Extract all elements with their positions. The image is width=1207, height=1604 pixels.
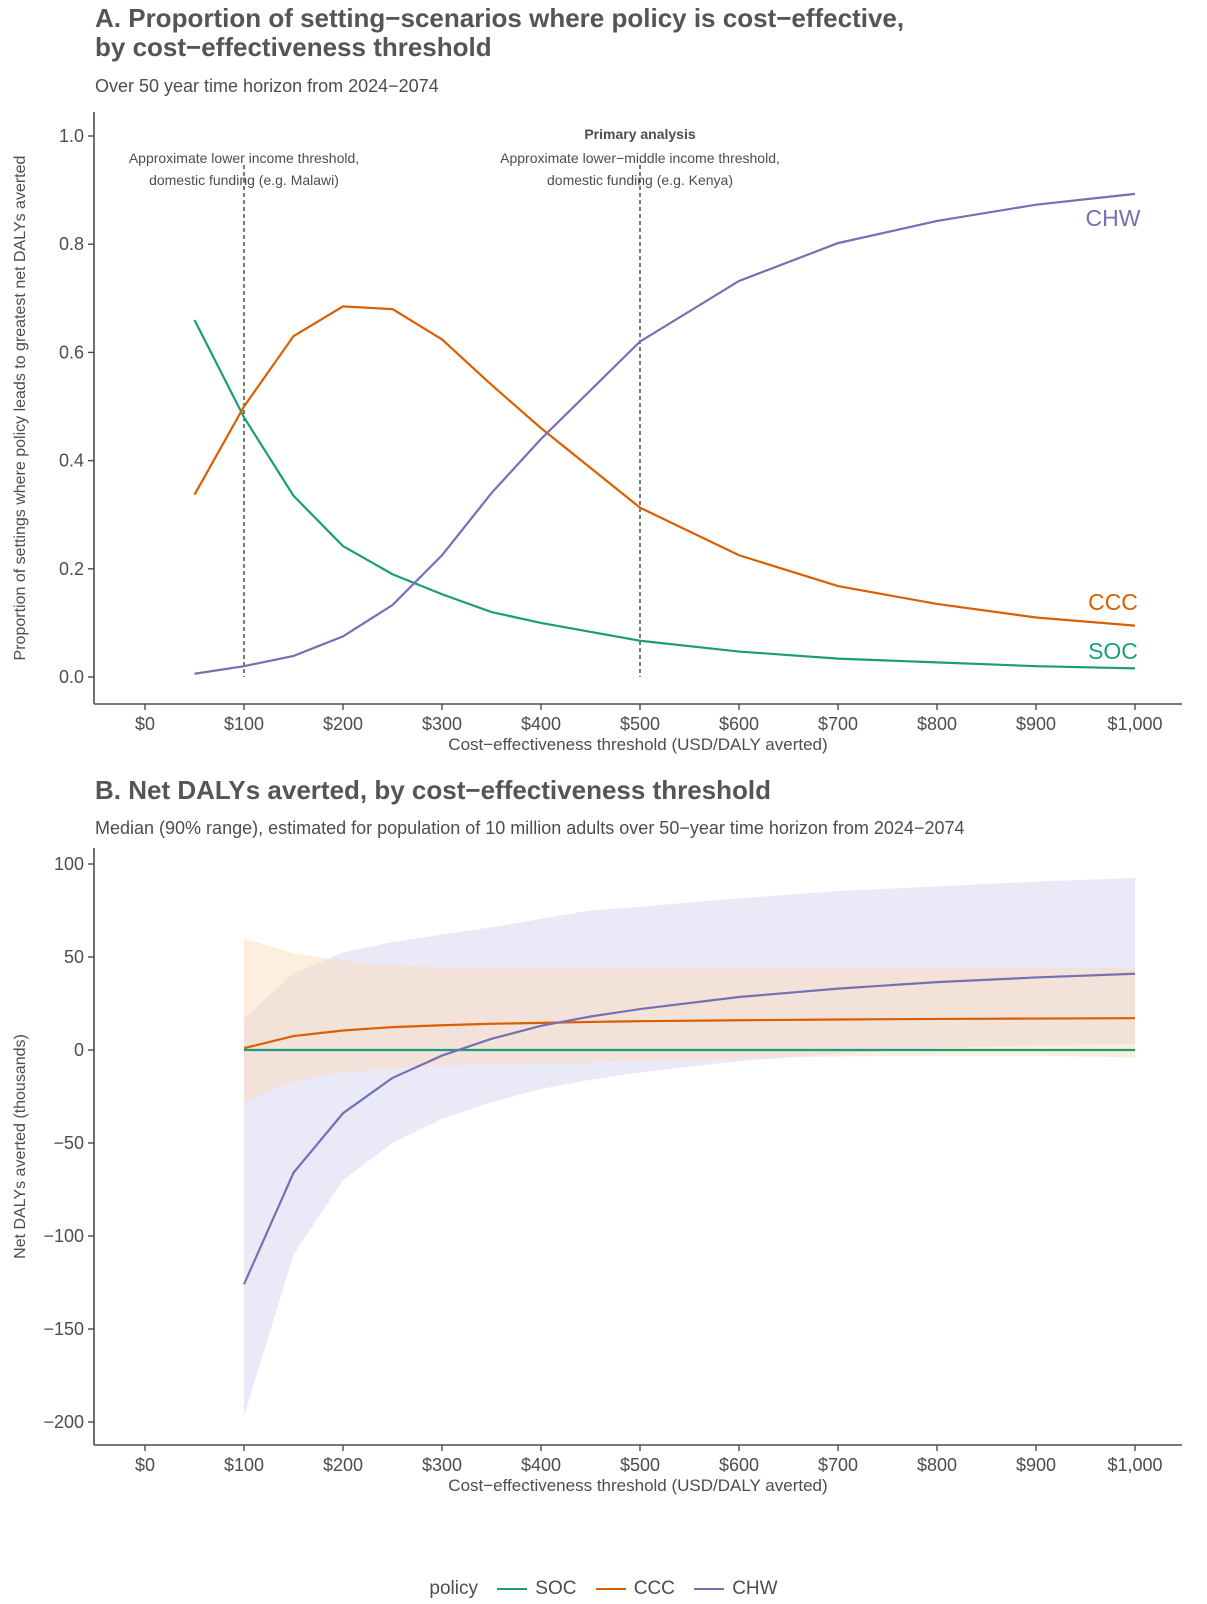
panel-b-title: B. Net DALYs averted, by cost−effectiven… <box>95 775 771 805</box>
panel-a-plot: 0.0 0.2 0.4 0.6 0.8 1.0 $0 $100 $200 $300 $400 $500… <box>12 112 1182 754</box>
panel-b-x-tick-label: $300 <box>422 1455 462 1475</box>
panel-a-y-axis-title: Proportion of settings where policy lead… <box>12 156 29 661</box>
panel-b-x-axis-title: Cost−effectiveness threshold (USD/DALY a… <box>448 1476 827 1495</box>
median-line-ccc <box>243 1017 1136 1050</box>
legend-label-soc: SOC <box>535 1578 577 1599</box>
panel-b-plot: −200 −150 −100 −50 0 50 100 $0 $100 $200 $300 $400 $… <box>12 848 1182 1495</box>
threshold-heading: Primary analysis <box>584 126 696 142</box>
panel-a-y-tick-label: 0.4 <box>59 451 84 471</box>
panel-a-x-tick-label: $700 <box>818 714 858 734</box>
panel-a-x-tick-label: $400 <box>521 714 561 734</box>
panel-b-y-axis-title: Net DALYs averted (thousands) <box>12 1034 29 1259</box>
panel-a-y-tick-label: 0.2 <box>59 559 84 579</box>
panel-b-x-tick-label: $800 <box>917 1455 957 1475</box>
panel-b-x-tick-label: $200 <box>323 1455 363 1475</box>
panel-b-y-tick-label: 0 <box>74 1040 84 1060</box>
panel-b-y-tick-label: −50 <box>53 1133 84 1153</box>
panel-a-x-tick-label: $800 <box>917 714 957 734</box>
legend-label-ccc: CCC <box>633 1578 675 1599</box>
panel-a-title-line2: by cost−effectiveness threshold <box>95 32 492 62</box>
panel-a-y-tick-label: 0.6 <box>59 342 84 362</box>
legend-title: policy <box>429 1578 478 1599</box>
series-label-soc: SOC <box>1088 638 1138 664</box>
threshold-annotation: domestic funding (e.g. Malawi) <box>149 172 339 188</box>
panel-b-x-tick-label: $1,000 <box>1107 1455 1162 1475</box>
panel-b-x-tick-label: $500 <box>620 1455 660 1475</box>
panel-b-x-tick-label: $700 <box>818 1455 858 1475</box>
median-line-chw <box>242 972 1136 1285</box>
series-label-ccc: CCC <box>1088 589 1138 615</box>
panel-b-y-tick-label: 50 <box>64 947 84 967</box>
panel-a-x-tick-label: $600 <box>719 714 759 734</box>
panel-b-y-tick-label: −200 <box>43 1412 84 1432</box>
panel-a-x-tick-label: $500 <box>620 714 660 734</box>
panel-b-x-tick-label: $400 <box>521 1455 561 1475</box>
panel-a-title-line1: A. Proportion of setting−scenarios where… <box>95 3 905 33</box>
series-line-ccc <box>193 305 1136 627</box>
legend-key-chw <box>694 1587 725 1590</box>
panel-a-x-tick-label: $1,000 <box>1107 714 1162 734</box>
threshold-annotation: Approximate lower−middle income threshol… <box>500 150 780 166</box>
ribbon-chw <box>244 877 1135 1417</box>
threshold-annotation: domestic funding (e.g. Kenya) <box>547 172 733 188</box>
panel-b-x-tick-label: $100 <box>224 1455 264 1475</box>
legend-key-ccc <box>595 1587 626 1590</box>
panel-a-x-tick-label: $900 <box>1016 714 1056 734</box>
panel-b-y-tick-label: 100 <box>54 854 84 874</box>
panel-b-x-tick-label: $0 <box>135 1455 155 1475</box>
series-line-soc <box>193 319 1136 670</box>
panel-b-y-tick-label: −100 <box>43 1226 84 1246</box>
legend-label-chw: CHW <box>732 1578 778 1599</box>
panel-b-x-tick-label: $900 <box>1016 1455 1056 1475</box>
panel-b-subtitle: Median (90% range), estimated for popula… <box>95 818 965 838</box>
threshold-annotation: Approximate lower income threshold, <box>129 150 359 166</box>
series-label-chw: CHW <box>1086 205 1141 231</box>
panel-a-x-axis-title: Cost−effectiveness threshold (USD/DALY a… <box>448 735 827 754</box>
panel-a-y-tick-label: 1.0 <box>59 126 84 146</box>
panel-a-x-tick-label: $200 <box>323 714 363 734</box>
panel-b-y-tick-label: −150 <box>43 1319 84 1339</box>
panel-a-x-tick-label: $100 <box>224 714 264 734</box>
panel-a-y-tick-label: 0.0 <box>59 667 84 687</box>
panel-a-y-tick-label: 0.8 <box>59 234 84 254</box>
panel-b-x-tick-label: $600 <box>719 1455 759 1475</box>
panel-a-subtitle: Over 50 year time horizon from 2024−2074 <box>95 76 439 96</box>
legend-key-soc <box>497 1587 528 1590</box>
panel-a-x-tick-label: $300 <box>422 714 462 734</box>
panel-a-x-tick-label: $0 <box>135 714 155 734</box>
legend: policy SOC CCC CHW <box>0 1578 1207 1600</box>
panel-a-title: A. Proportion of setting−scenarios where… <box>95 4 904 62</box>
series-line-chw <box>194 192 1136 675</box>
